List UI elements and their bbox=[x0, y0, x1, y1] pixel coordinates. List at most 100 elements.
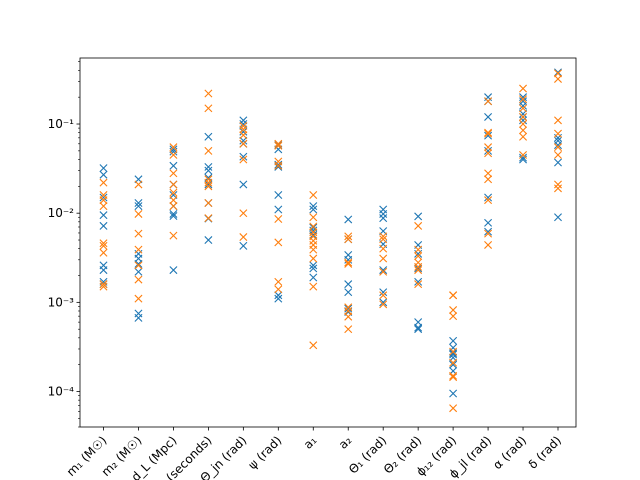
series-1-point bbox=[379, 214, 388, 223]
series-1-point bbox=[379, 288, 388, 297]
series-2-point bbox=[484, 196, 493, 205]
series-1-point bbox=[414, 325, 423, 334]
series-1-point bbox=[449, 336, 458, 345]
series-1-point bbox=[134, 313, 143, 322]
series-2-point bbox=[344, 235, 353, 244]
series-2-point bbox=[99, 178, 108, 187]
y-tick-label: 10⁻⁴ bbox=[48, 385, 75, 399]
x-axis: m₁ (M☉)m₂ (M☉)d_L (Mpc)t_c (seconds)Θ_jn… bbox=[64, 427, 564, 480]
series-2-point bbox=[484, 240, 493, 249]
series-2-point bbox=[204, 104, 213, 113]
series-2-point bbox=[169, 196, 178, 205]
series-1-point bbox=[449, 350, 458, 359]
series-1-point bbox=[449, 389, 458, 398]
series-2-point bbox=[484, 175, 493, 184]
series-2-point bbox=[204, 146, 213, 155]
series-2-point bbox=[204, 199, 213, 208]
series-2-point bbox=[484, 129, 493, 138]
series-1-point bbox=[414, 212, 423, 221]
series-1-point bbox=[99, 221, 108, 230]
series-2-point bbox=[414, 262, 423, 271]
series-1-point bbox=[169, 161, 178, 170]
series-2-point bbox=[519, 150, 528, 159]
series-2-point bbox=[309, 282, 318, 291]
series-2-point bbox=[134, 275, 143, 284]
series-1-point bbox=[204, 162, 213, 171]
series-2-point bbox=[309, 190, 318, 199]
series-1-point bbox=[484, 112, 493, 121]
series-1-point bbox=[344, 280, 353, 289]
series-2-point bbox=[344, 303, 353, 312]
series-2-point bbox=[484, 169, 493, 178]
series-1-point bbox=[274, 294, 283, 303]
series-2-point bbox=[204, 182, 213, 191]
series-1-point bbox=[414, 277, 423, 286]
series-2-point bbox=[379, 267, 388, 276]
series-2-point bbox=[134, 294, 143, 303]
series-1-point bbox=[169, 266, 178, 275]
series-1-point bbox=[309, 264, 318, 273]
series-1-point bbox=[99, 164, 108, 173]
series-2-point bbox=[134, 245, 143, 254]
series-2-point bbox=[309, 254, 318, 263]
series-2-point bbox=[449, 306, 458, 315]
series-2-point bbox=[449, 371, 458, 380]
y-tick-label: 10⁻² bbox=[48, 206, 75, 220]
series-2-point bbox=[379, 254, 388, 263]
series-1-point bbox=[99, 193, 108, 202]
series-2-point bbox=[344, 312, 353, 321]
series-2-point bbox=[239, 125, 248, 134]
series-2-point bbox=[554, 74, 562, 83]
series-1-point bbox=[309, 202, 318, 211]
series-1-point bbox=[99, 211, 108, 220]
series-1-point bbox=[484, 131, 493, 140]
series-2-point bbox=[519, 132, 528, 141]
series-2-point bbox=[344, 307, 353, 315]
series-2-point bbox=[484, 128, 493, 137]
series-1-point bbox=[274, 190, 283, 199]
series-2-point bbox=[449, 404, 458, 413]
series-2-point bbox=[519, 84, 528, 93]
series-1-point bbox=[519, 101, 528, 110]
series-2-point bbox=[204, 214, 213, 223]
series-2-point bbox=[239, 209, 248, 218]
x-tick-label: Θ₁ (rad) bbox=[346, 433, 389, 476]
series-2-point bbox=[204, 178, 213, 187]
series-2-point bbox=[309, 228, 318, 237]
series-1-point bbox=[169, 209, 178, 218]
series-1-point bbox=[379, 298, 388, 307]
series-1-point bbox=[484, 227, 493, 236]
series-1-point bbox=[134, 259, 143, 268]
series-1-point bbox=[379, 266, 388, 275]
series-2-point bbox=[344, 259, 353, 268]
series-2-point bbox=[554, 150, 562, 159]
series-2-point bbox=[99, 282, 108, 291]
series-2-point bbox=[274, 161, 283, 170]
series-2-point bbox=[309, 341, 318, 350]
series-1-point bbox=[519, 153, 528, 162]
series-2-point bbox=[169, 169, 178, 178]
series-2-point bbox=[449, 312, 458, 321]
series-2-point bbox=[239, 155, 248, 164]
series-2-point bbox=[484, 149, 493, 158]
x-tick-label: δ (rad) bbox=[526, 433, 564, 471]
series-1-point bbox=[134, 202, 143, 211]
series-1-point bbox=[484, 193, 493, 202]
series-1-point bbox=[554, 158, 562, 167]
series-1-point bbox=[169, 212, 178, 220]
series-2-point bbox=[274, 285, 283, 294]
series-1-point bbox=[484, 218, 493, 227]
series-2-point bbox=[554, 184, 562, 193]
series-2-point bbox=[414, 245, 423, 254]
series-2-point bbox=[204, 175, 213, 184]
series-1-point bbox=[274, 160, 283, 169]
x-tick-label: a₂ bbox=[336, 433, 355, 452]
series-1-point bbox=[414, 323, 423, 332]
series-2-point bbox=[379, 291, 388, 300]
series-1-point bbox=[239, 241, 248, 250]
series-2-point bbox=[344, 325, 353, 334]
series-1-point bbox=[99, 266, 108, 275]
series-2-point bbox=[344, 258, 353, 267]
series-1-point bbox=[274, 291, 283, 300]
